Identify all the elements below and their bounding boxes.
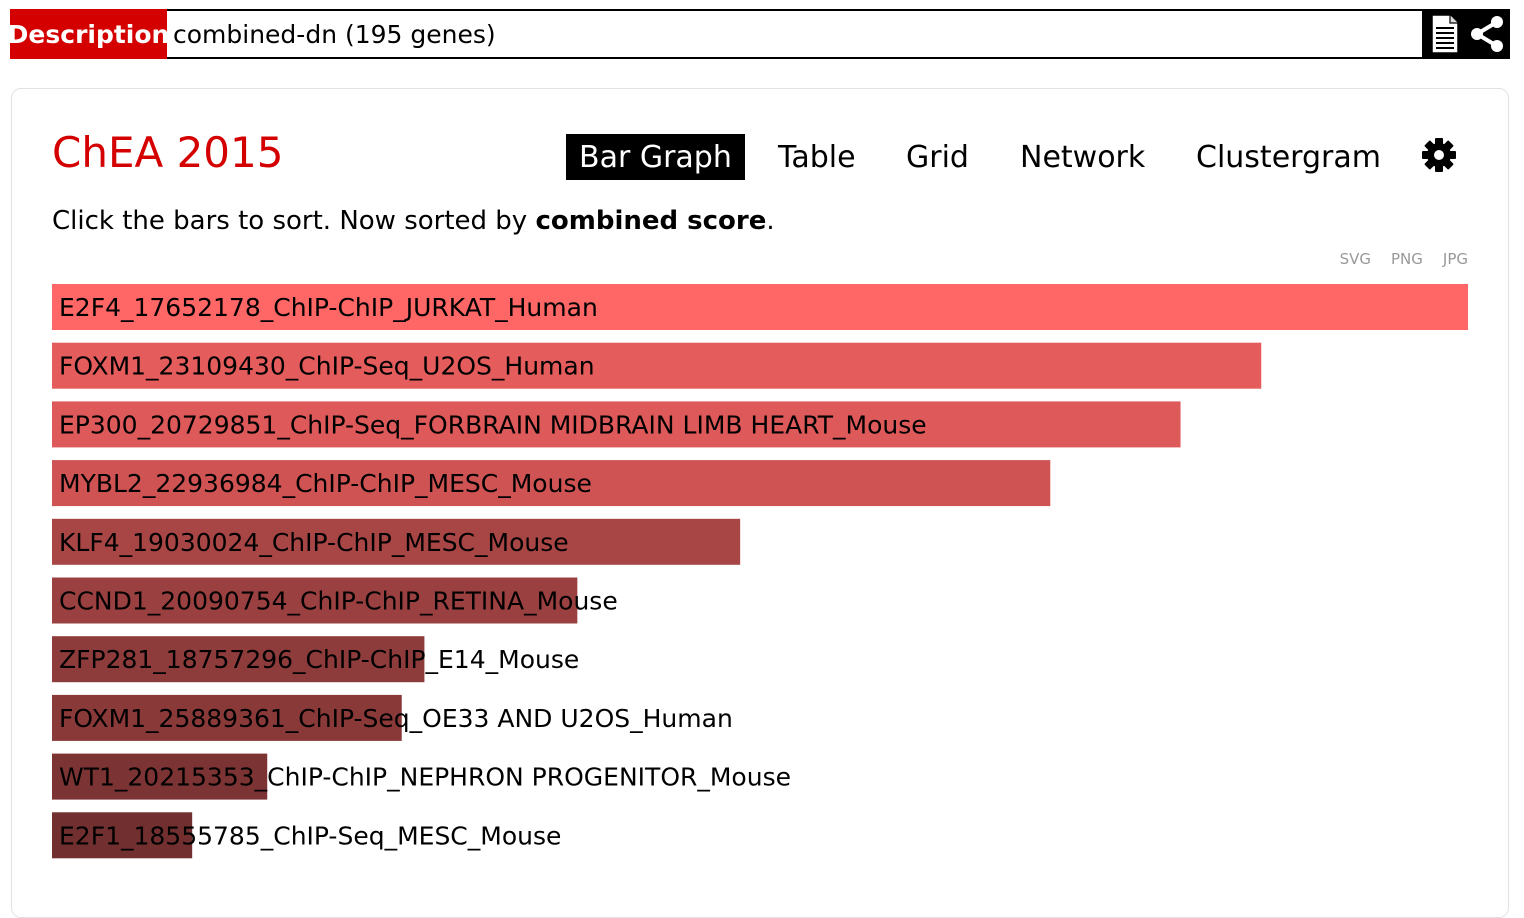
bar-chart: E2F4_17652178_ChIP-ChIP_JURKAT_Human FOXM… (52, 284, 1468, 864)
bar[interactable] (52, 342, 1262, 389)
document-icon[interactable] (1427, 14, 1463, 54)
bar-row[interactable]: E2F4_17652178_ChIP-ChIP_JURKAT_Human (52, 284, 1468, 330)
share-icon[interactable] (1469, 14, 1505, 54)
bar-label: WT1_20215353_ChIP-ChIP_NEPHRON PROGENITO… (59, 763, 791, 792)
bar-row[interactable]: KLF4_19030024_ChIP-ChIP_MESC_Mouse (52, 518, 741, 565)
export-links: SVG PNG JPG (1340, 250, 1468, 268)
bar-row[interactable]: EP300_20729851_ChIP-Seq_FORBRAIN MIDBRAI… (52, 401, 1181, 448)
bar-row[interactable]: FOXM1_23109430_ChIP-Seq_U2OS_Human (52, 342, 1262, 389)
export-png-link[interactable]: PNG (1391, 250, 1423, 268)
tab-network[interactable]: Network (1020, 139, 1146, 175)
bar[interactable] (52, 636, 425, 683)
bar-row[interactable]: E2F1_18555785_ChIP-Seq_MESC_Mouse (52, 812, 561, 859)
tab-grid[interactable]: Grid (906, 139, 969, 175)
sort-hint-key: combined score (535, 206, 767, 236)
library-title: ChEA 2015 (52, 128, 284, 177)
tab-bar-graph[interactable]: Bar Graph (566, 134, 745, 180)
bar-label: ZFP281_18757296_ChIP-ChIP_E14_Mouse (59, 645, 579, 674)
settings-gear-icon[interactable] (1420, 136, 1458, 174)
bar-label: E2F4_17652178_ChIP-ChIP_JURKAT_Human (59, 293, 598, 322)
description-label: Description (8, 9, 169, 59)
bar[interactable] (52, 577, 578, 624)
tab-clustergram[interactable]: Clustergram (1196, 139, 1381, 175)
bar[interactable] (52, 753, 268, 800)
bar[interactable] (52, 518, 741, 565)
description-icons (1422, 9, 1510, 59)
description-text: combined-dn (195 genes) (167, 9, 1422, 59)
export-jpg-link[interactable]: JPG (1442, 250, 1468, 268)
bar-row[interactable]: CCND1_20090754_ChIP-ChIP_RETINA_Mouse (52, 577, 618, 624)
description-bar: Description combined-dn (195 genes) (8, 9, 1510, 59)
sort-hint-suffix: . (766, 206, 775, 236)
bar[interactable] (52, 812, 193, 859)
bar-row[interactable]: FOXM1_25889361_ChIP-Seq_OE33 AND U2OS_Hu… (52, 694, 733, 741)
bar-label: KLF4_19030024_ChIP-ChIP_MESC_Mouse (59, 528, 569, 557)
bar-label: EP300_20729851_ChIP-Seq_FORBRAIN MIDBRAI… (59, 410, 927, 439)
sort-hint-prefix: Click the bars to sort. Now sorted by (52, 206, 536, 236)
bar-row[interactable]: ZFP281_18757296_ChIP-ChIP_E14_Mouse (52, 636, 579, 683)
bar-label: CCND1_20090754_ChIP-ChIP_RETINA_Mouse (59, 587, 618, 616)
export-svg-link[interactable]: SVG (1339, 250, 1372, 268)
bar-label: FOXM1_23109430_ChIP-Seq_U2OS_Human (59, 352, 595, 381)
tab-table[interactable]: Table (778, 139, 856, 175)
bar[interactable] (52, 694, 402, 741)
bar-chart-svg: E2F4_17652178_ChIP-ChIP_JURKAT_Human FOXM… (52, 284, 1468, 859)
bar[interactable] (52, 460, 1051, 507)
bar-label: E2F1_18555785_ChIP-Seq_MESC_Mouse (59, 821, 561, 850)
bar[interactable] (52, 401, 1181, 448)
bar[interactable] (52, 284, 1468, 330)
sort-hint: Click the bars to sort. Now sorted by co… (52, 206, 775, 236)
bar-row[interactable]: MYBL2_22936984_ChIP-ChIP_MESC_Mouse (52, 460, 1051, 507)
bar-row[interactable]: WT1_20215353_ChIP-ChIP_NEPHRON PROGENITO… (52, 753, 791, 800)
bar-label: MYBL2_22936984_ChIP-ChIP_MESC_Mouse (59, 469, 592, 498)
bar-label: FOXM1_25889361_ChIP-Seq_OE33 AND U2OS_Hu… (59, 704, 733, 733)
